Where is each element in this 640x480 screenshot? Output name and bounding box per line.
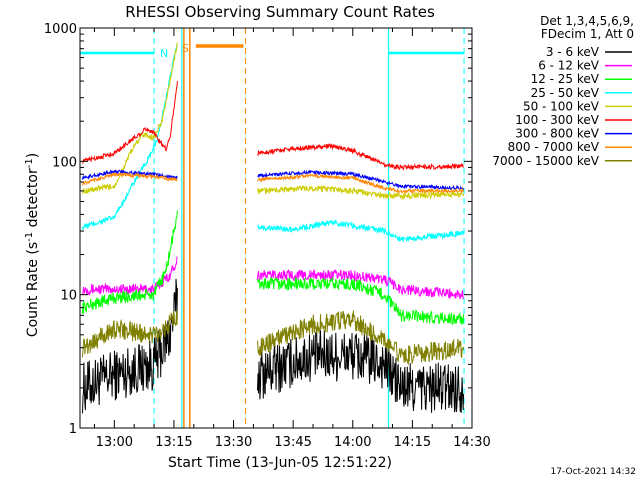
y-label-part: ) [25, 153, 41, 158]
series-layer [82, 42, 465, 414]
legend-header-decimation: FDecim 1, Att 0 [541, 27, 634, 41]
y-tick-label: 100 [52, 155, 77, 170]
night-label: N [160, 47, 168, 60]
x-tick-label: 13:15 [155, 435, 192, 450]
x-tick-label: 14:15 [394, 435, 431, 450]
x-tick-label: 13:45 [274, 435, 311, 450]
series-line [257, 276, 465, 326]
y-label-exponent: -1 [24, 232, 35, 242]
y-tick-label: 10 [60, 289, 77, 304]
series-line [82, 210, 178, 314]
series-line [82, 278, 178, 414]
legend-header-detectors: Det 1,3,4,5,6,9, [540, 14, 634, 28]
legend-entry-label: 50 - 100 keV [523, 99, 600, 113]
y-axis-label: Count Rate (s-1 detector-1) [24, 153, 41, 337]
y-tick-label: 1 [69, 422, 77, 437]
legend-entry-label: 800 - 7000 keV [508, 140, 600, 154]
legend-entry-label: 12 - 25 keV [531, 72, 600, 86]
series-line [82, 169, 178, 180]
legend-entry-label: 300 - 800 keV [515, 127, 599, 141]
legend-entry-label: 3 - 6 keV [546, 45, 600, 59]
series-line [257, 185, 465, 201]
legend: Det 1,3,4,5,6,9, FDecim 1, Att 0 3 - 6 k… [492, 14, 634, 168]
series-line [82, 81, 178, 164]
y-label-part: Count Rate (s [25, 242, 41, 337]
series-line [257, 169, 465, 191]
series-line [257, 219, 465, 243]
series-line [82, 42, 178, 195]
x-tick-label: 14:30 [453, 435, 490, 450]
x-tick-label: 14:00 [334, 435, 371, 450]
series-line [257, 143, 464, 171]
series-line [82, 310, 178, 358]
chart-title: RHESSI Observing Summary Count Rates [125, 3, 435, 21]
series-line [257, 172, 465, 195]
series-line [82, 172, 178, 186]
y-label-part: detector [25, 168, 41, 232]
series-line [257, 310, 465, 366]
generation-timestamp: 17-Oct-2021 14:32 [551, 467, 636, 477]
series-line [82, 44, 178, 231]
y-label-exponent: -1 [24, 158, 35, 168]
x-axis-label: Start Time (13-Jun-05 12:51:22) [168, 455, 392, 471]
x-tick-label: 13:30 [215, 435, 252, 450]
x-tick-label: 13:00 [96, 435, 133, 450]
legend-entry-label: 100 - 300 keV [515, 113, 599, 127]
saa-label: S [182, 42, 189, 55]
plot-axes [79, 27, 473, 429]
series-line [257, 329, 465, 413]
legend-entry-label: 6 - 12 keV [538, 59, 600, 73]
plot-frame [79, 27, 473, 429]
axis-ticks: 13:00 13:15 13:30 13:45 14:00 14:15 14:30 1 10 10… [44, 22, 491, 450]
y-tick-label: 1000 [44, 22, 77, 37]
legend-entry-label: 25 - 50 keV [531, 86, 600, 100]
legend-entry-label: 7000 - 15000 keV [492, 154, 599, 168]
